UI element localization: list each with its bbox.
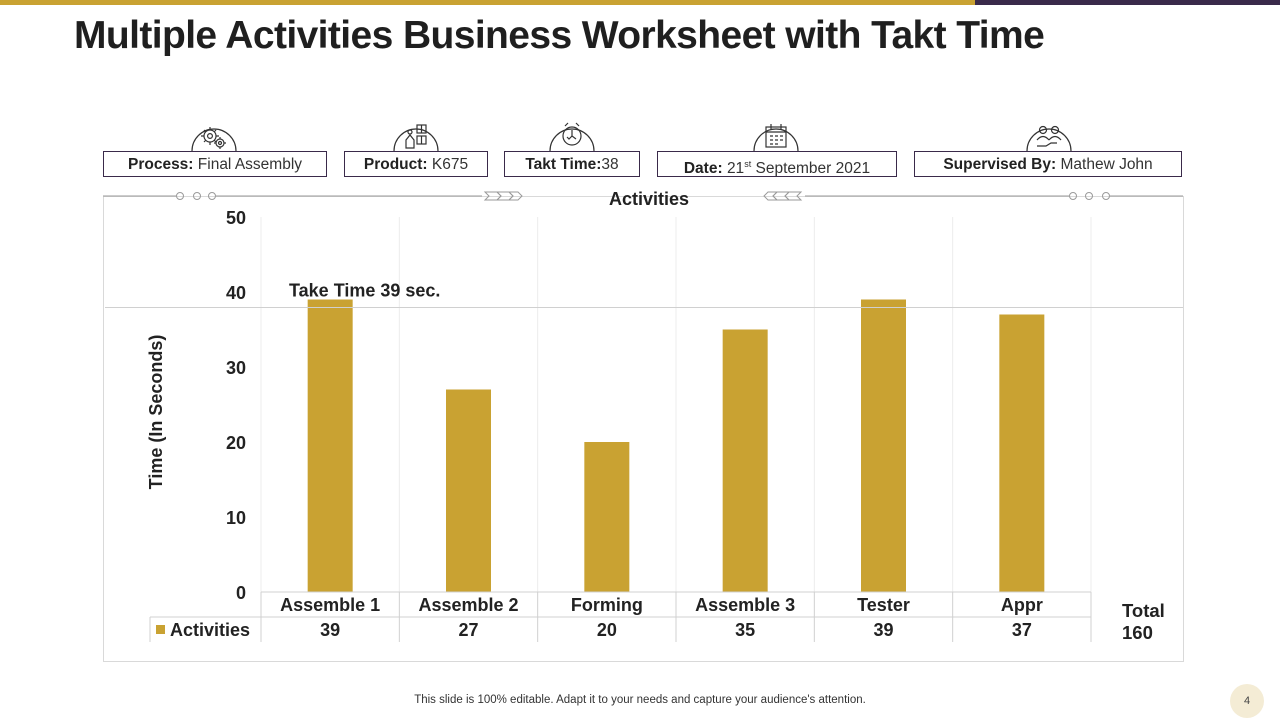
y-tick-label: 10 — [226, 508, 246, 528]
supervised-by-label: Supervised By: — [943, 156, 1057, 173]
top-accent-bar-gold — [0, 0, 975, 5]
y-tick-label: 40 — [226, 283, 246, 303]
category-label: Forming — [571, 595, 643, 615]
chart-frame — [103, 196, 1184, 662]
y-tick-label: 0 — [236, 583, 246, 603]
takt-time-label: Takt Time: — [525, 156, 602, 173]
date-label: Date: — [683, 160, 723, 178]
gears-icon — [190, 116, 238, 152]
process-value: Final Assembly — [197, 156, 303, 173]
process-label: Process: — [127, 156, 194, 173]
y-axis-label: Time (In Seconds) — [146, 335, 166, 490]
bar — [584, 442, 630, 592]
date-rest: September 2021 — [755, 160, 871, 178]
bar — [307, 299, 353, 592]
top-accent-bar-dark — [975, 0, 1280, 5]
data-value-label: 37 — [1012, 620, 1032, 640]
category-label: Assemble 3 — [695, 595, 795, 615]
date-suffix: st — [744, 159, 752, 169]
chart-title: Activities — [608, 189, 690, 209]
takt-time-value: 38 — [601, 156, 619, 173]
process-info-box: Process: Final Assembly — [103, 151, 327, 177]
supervised-by-value: Mathew John — [1060, 156, 1153, 173]
category-label: Assemble 2 — [418, 595, 518, 615]
category-label: Appr — [1001, 595, 1043, 615]
total-text: Total — [1122, 600, 1165, 621]
footer-note: This slide is 100% editable. Adapt it to… — [414, 694, 866, 706]
decorative-divider — [103, 191, 1183, 201]
product-info-box: Product: K675 — [344, 151, 488, 177]
calendar-icon — [752, 116, 800, 152]
total-label: Total 160 — [1122, 600, 1165, 644]
data-value-label: 20 — [597, 620, 617, 640]
product-boxes-icon — [392, 116, 440, 152]
y-tick-label: 20 — [226, 433, 246, 453]
supervisor-people-icon — [1025, 116, 1073, 152]
data-value-label: 35 — [735, 620, 755, 640]
date-day: 21 — [726, 160, 745, 178]
bar — [861, 299, 906, 592]
product-label: Product: — [363, 156, 428, 173]
legend-swatch — [156, 625, 165, 634]
data-value-label: 27 — [458, 620, 478, 640]
date-info-box: Date: 21st September 2021 — [657, 151, 897, 177]
data-value-label: 39 — [320, 620, 340, 640]
data-value-label: 39 — [873, 620, 893, 640]
category-label: Assemble 1 — [280, 595, 380, 615]
page-number: 4 — [1230, 684, 1264, 718]
clock-check-icon — [548, 116, 596, 152]
y-tick-label: 30 — [226, 358, 246, 378]
takt-time-info-box: Takt Time:38 — [504, 151, 640, 177]
bar — [446, 389, 491, 592]
bar — [722, 329, 768, 592]
category-label: Tester — [857, 595, 910, 615]
legend-series-label: Activities — [170, 620, 250, 640]
bar — [999, 314, 1045, 592]
total-value: 160 — [1122, 622, 1153, 643]
page-title: Multiple Activities Business Worksheet w… — [74, 14, 1045, 57]
y-tick-label: 50 — [226, 208, 246, 228]
takt-time-reference-label: Take Time 39 sec. — [289, 281, 440, 301]
product-value: K675 — [431, 156, 469, 173]
supervised-by-info-box: Supervised By: Mathew John — [914, 151, 1182, 177]
